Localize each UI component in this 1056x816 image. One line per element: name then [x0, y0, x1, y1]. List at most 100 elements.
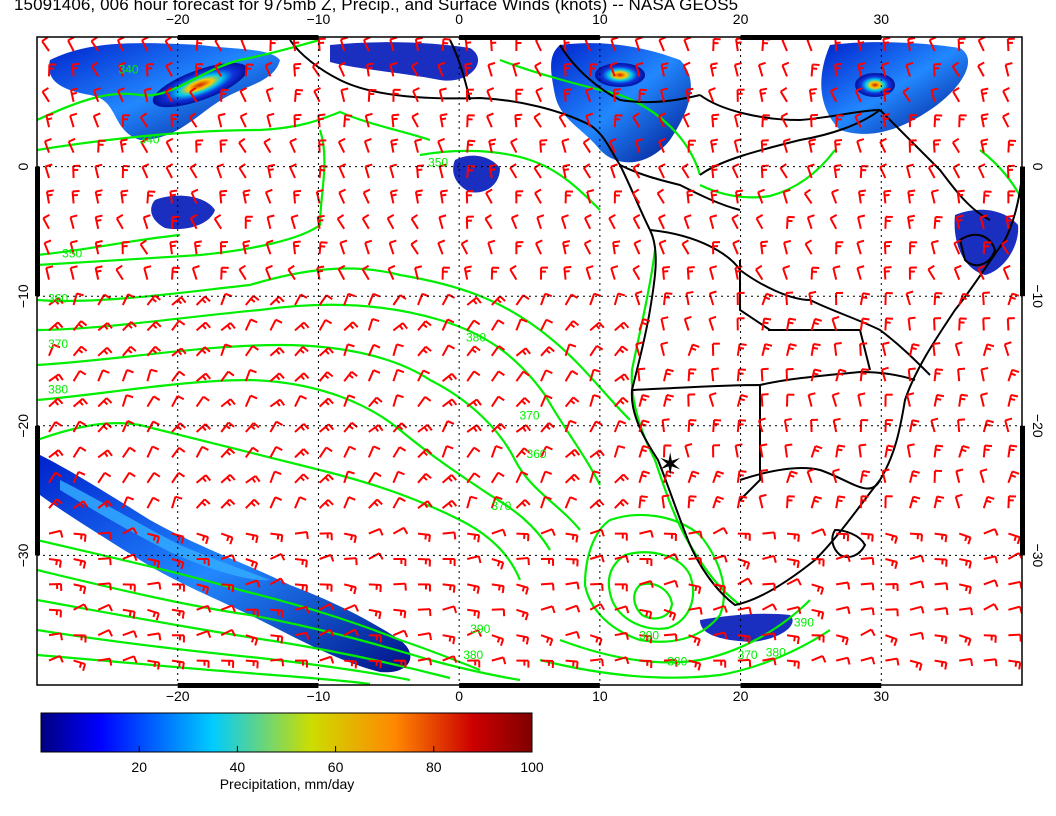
- contour-label: 380: [466, 331, 486, 345]
- lon-tick-label-top: 20: [733, 11, 749, 27]
- wind-barb: [490, 319, 505, 331]
- wind-barb: [48, 608, 62, 618]
- axis-bars: [35, 35, 1025, 688]
- wind-barb: [711, 342, 720, 356]
- wind-barb: [859, 495, 869, 509]
- wind-barb: [835, 368, 847, 382]
- wind-barb: [490, 266, 500, 280]
- precip-core-gulf-guinea: [595, 63, 645, 87]
- wind-barb: [854, 87, 863, 103]
- wind-barb: [97, 369, 110, 382]
- wind-barb: [362, 188, 371, 204]
- wind-barb: [220, 447, 236, 459]
- map-title: 15091406, 006 hour forecast for 975mb Z,…: [14, 0, 739, 14]
- wind-barb: [343, 292, 356, 306]
- wind-barb: [442, 557, 456, 566]
- wind-barb: [683, 214, 692, 230]
- wind-barb: [490, 495, 503, 509]
- wind-barb: [364, 112, 373, 128]
- wind-barb: [934, 582, 949, 591]
- wind-barb: [190, 188, 199, 204]
- wind-barb: [958, 114, 967, 128]
- wind-barb: [540, 292, 553, 306]
- wind-barb: [417, 632, 433, 641]
- axis-bar-bottom: [177, 683, 319, 688]
- wind-barb: [220, 628, 236, 637]
- wind-barb: [1004, 417, 1013, 433]
- wind-barb: [811, 558, 825, 567]
- wind-barb: [934, 558, 948, 567]
- wind-barb: [882, 87, 891, 102]
- wind-barb: [736, 394, 748, 407]
- wind-barb: [313, 87, 321, 103]
- wind-barb: [1003, 341, 1012, 357]
- wind-barb: [736, 317, 745, 331]
- axis-tick-labels: −20 −20 −10 −10 0 0 10 10 20 20 30 30 0 0 −10 −10 −20 −20…: [15, 11, 1046, 704]
- wind-barb: [933, 393, 945, 407]
- wind-barb: [98, 557, 112, 566]
- wind-barb: [633, 239, 642, 255]
- wind-barb: [69, 214, 78, 230]
- wind-barb: [909, 241, 918, 255]
- wind-barb: [565, 581, 580, 590]
- wind-barb: [367, 88, 377, 102]
- wind-barb: [977, 264, 986, 281]
- wind-barb: [540, 557, 555, 566]
- wind-barb: [220, 370, 235, 382]
- wind-barb: [269, 553, 286, 561]
- wind-barb: [146, 445, 160, 458]
- wind-barb: [880, 366, 889, 382]
- wind-barb: [48, 63, 57, 77]
- wind-barb: [1008, 633, 1022, 642]
- map-area[interactable]: 340 340 350 350 360 370 380 380 370 360 370 390 380 3…: [37, 37, 1022, 685]
- wind-barb: [540, 495, 552, 509]
- wind-barb: [536, 214, 545, 230]
- wind-barb: [214, 61, 223, 77]
- wind-barb: [294, 372, 310, 382]
- wind-barb: [294, 530, 309, 540]
- wind-barb: [263, 137, 272, 154]
- wind-barb: [737, 532, 751, 541]
- country-border: [809, 299, 931, 376]
- wind-barb: [466, 495, 478, 509]
- wind-barb: [121, 420, 135, 433]
- wind-barb: [610, 37, 619, 52]
- wind-barb: [343, 321, 359, 332]
- wind-barb: [467, 608, 481, 619]
- wind-barb: [515, 347, 531, 357]
- wind-barb: [733, 112, 742, 128]
- wind-barb: [512, 61, 521, 77]
- wind-barb: [491, 583, 505, 594]
- wind-barb: [859, 165, 869, 179]
- wind-barb: [884, 317, 894, 331]
- wind-barb: [94, 240, 103, 255]
- wind-barb: [94, 189, 103, 204]
- wind-barb: [564, 448, 581, 459]
- wind-barb: [635, 341, 644, 357]
- wind-barb: [958, 532, 972, 545]
- wind-barb: [189, 112, 198, 128]
- wind-barb: [90, 37, 100, 52]
- wind-barb: [48, 397, 64, 408]
- wind-barb: [879, 137, 887, 154]
- wind-barb: [318, 139, 327, 153]
- wind-barb: [957, 418, 966, 433]
- wind-barb: [293, 189, 302, 204]
- wind-barb: [930, 189, 939, 204]
- contour-line: [499, 58, 702, 176]
- wind-barb: [564, 419, 577, 433]
- wind-barb: [266, 214, 275, 230]
- wind-barb: [885, 608, 899, 617]
- wind-barb: [390, 138, 399, 153]
- wind-barb: [540, 318, 554, 331]
- wind-barb: [906, 392, 915, 407]
- wind-barb: [810, 63, 820, 77]
- wind-barb: [71, 189, 80, 204]
- wind-barb: [69, 112, 78, 128]
- wind-barb: [614, 656, 630, 665]
- wind-barb: [94, 163, 103, 179]
- wind-barb: [589, 420, 603, 433]
- wind-barb: [540, 394, 553, 407]
- wind-barb: [417, 657, 433, 666]
- wind-barb: [48, 654, 64, 663]
